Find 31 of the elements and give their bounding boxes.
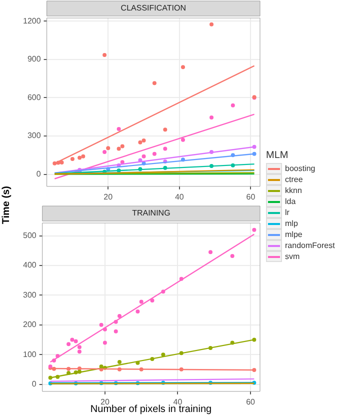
y-tick-label: 600 bbox=[27, 92, 42, 102]
legend-title: MLM bbox=[266, 150, 290, 161]
y-tick-label: 200 bbox=[22, 320, 37, 330]
legend-label: mlp bbox=[285, 219, 298, 228]
legend-label: svm bbox=[285, 252, 300, 261]
chart-title: CLASSIFICATION bbox=[120, 4, 186, 13]
chart-title: TRAINING bbox=[132, 208, 170, 218]
y-axis-title: Time (s) bbox=[1, 186, 12, 224]
x-tick-label: 60 bbox=[246, 192, 256, 202]
legend-label: randomForest bbox=[285, 241, 335, 250]
legend-label: mlpe bbox=[285, 230, 302, 239]
y-tick-label: 900 bbox=[27, 54, 42, 64]
y-tick-label: 400 bbox=[22, 260, 37, 270]
y-tick-label: 0 bbox=[36, 169, 42, 178]
legend-label: kknn bbox=[285, 186, 302, 195]
x-tick-label: 60 bbox=[246, 397, 256, 406]
y-tick-label: 300 bbox=[27, 131, 42, 140]
y-tick-label: 1200 bbox=[23, 16, 42, 26]
legend-label: boosting bbox=[285, 164, 316, 173]
legend-label: ctree bbox=[285, 175, 303, 184]
x-axis-title: Number of pixels in training bbox=[90, 404, 212, 415]
y-tick-label: 300 bbox=[22, 290, 37, 300]
x-tick-label: 40 bbox=[174, 192, 184, 202]
x-tick-label: 40 bbox=[173, 397, 183, 406]
x-tick-label: 20 bbox=[100, 397, 110, 406]
legend-label: lr bbox=[285, 208, 290, 217]
x-tick-label: 20 bbox=[104, 192, 114, 202]
y-tick-label: 100 bbox=[22, 350, 37, 359]
y-tick-label: 0 bbox=[32, 379, 37, 388]
legend-label: lda bbox=[285, 197, 296, 206]
y-tick-label: 500 bbox=[22, 230, 37, 240]
